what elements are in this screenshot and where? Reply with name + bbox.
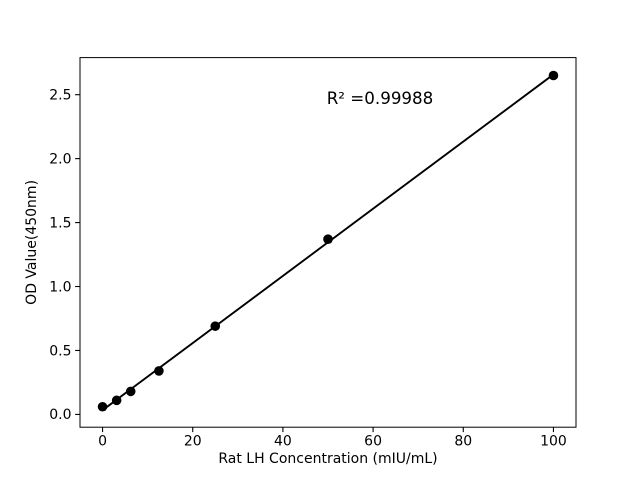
data-point [111,395,122,406]
x-tick-label: 100 [540,434,567,450]
x-tick-label: 60 [364,434,382,450]
y-tick-label: 0.5 [49,343,71,359]
data-point [323,234,333,245]
y-axis-ticks: 0.0 0.5 1.0 1.5 2.0 2.5 [49,87,80,423]
y-tick-label: 1.0 [49,279,71,295]
data-series [97,70,559,412]
plot-frame [79,57,577,428]
data-point [125,386,136,397]
x-tick-label: 80 [454,434,472,450]
y-tick-label: 2.5 [49,87,71,103]
x-tick-label: 20 [184,434,202,450]
y-tick-label: 0.0 [49,407,71,423]
x-tick-label: 0 [98,434,107,450]
data-point [154,366,164,376]
data-point [210,321,221,331]
y-axis-label: OD Value(450nm) [24,180,40,305]
y-tick-label: 2.0 [49,151,71,167]
data-point [97,401,108,412]
y-tick-label: 1.5 [49,215,71,231]
x-axis-label: Rat LH Concentration (mIU/mL) [218,451,437,467]
r-squared-annotation: R² =0.99988 [327,88,434,108]
data-point [548,70,559,81]
x-axis-ticks: 0 20 40 60 80 100 [98,427,567,450]
x-tick-label: 40 [274,434,292,450]
